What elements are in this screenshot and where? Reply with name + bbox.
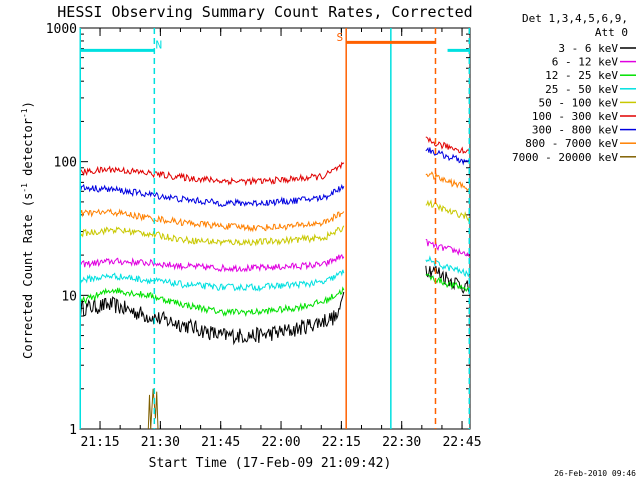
legend-entry-label: 25 - 50 keV xyxy=(545,83,618,96)
series-line xyxy=(80,253,345,273)
x-tick-label: 21:30 xyxy=(141,435,180,450)
plot-frame xyxy=(79,27,471,430)
series-line xyxy=(425,136,470,155)
series-line xyxy=(425,273,470,292)
series-line xyxy=(80,291,345,346)
y-tick-label: 1000 xyxy=(46,22,77,37)
legend-entry-label: 100 - 300 keV xyxy=(532,110,618,123)
series-line xyxy=(425,255,470,278)
chart-title: HESSI Observing Summary Count Rates, Cor… xyxy=(57,3,472,21)
series-6-12-keV xyxy=(80,238,470,273)
series-100-300-keV xyxy=(80,136,470,187)
series-line xyxy=(80,183,345,208)
plot-area: 1 10 100 1000 21:15 21:30 21:45 22:00 22:15 22:30… xyxy=(46,22,482,450)
x-tick-label: 22:15 xyxy=(322,435,361,450)
y-tick-label: 100 xyxy=(54,156,77,171)
series-line xyxy=(80,225,345,247)
legend-entry-label: 12 - 25 keV xyxy=(545,69,618,82)
x-tick-label: 21:45 xyxy=(201,435,240,450)
legend-entry-label: 6 - 12 keV xyxy=(552,56,619,69)
x-tick-label: 22:00 xyxy=(261,435,300,450)
legend-header-line-1: Det 1,3,4,5,6,9, xyxy=(522,12,628,25)
legend-entry-label: 800 - 7000 keV xyxy=(525,137,618,150)
series-25-50-keV xyxy=(80,255,470,292)
series-line xyxy=(80,208,345,233)
y-tick-label: 1 xyxy=(69,423,77,438)
x-tick-label: 22:45 xyxy=(442,435,481,450)
series-line xyxy=(147,388,159,430)
x-axis-label: Start Time (17-Feb-09 21:09:42) xyxy=(149,456,392,471)
annotation-label: S xyxy=(337,31,344,44)
series-line xyxy=(425,171,470,192)
series-3-6-keV xyxy=(80,265,470,346)
x-tick-label: 21:15 xyxy=(80,435,119,450)
series-line xyxy=(425,199,470,222)
series-800-7000-keV xyxy=(80,171,470,233)
series-line xyxy=(425,265,470,294)
series-line xyxy=(425,238,470,258)
series-12-25-keV xyxy=(80,273,470,317)
series-7000-20000-keV xyxy=(147,388,159,430)
legend-entry-label: 50 - 100 keV xyxy=(539,96,619,109)
y-axis-label: Corrected Count Rate (s-1 detector-1) xyxy=(20,101,35,359)
series-line xyxy=(425,147,470,166)
legend-header-line-2: Att 0 xyxy=(595,26,628,39)
legend-entry-label: 300 - 800 keV xyxy=(532,124,618,137)
series-50-100-keV xyxy=(80,199,470,247)
y-tick-label: 10 xyxy=(61,289,77,304)
annotation-label: N xyxy=(156,39,163,52)
legend-entry-label: 7000 - 20000 keV xyxy=(512,151,618,164)
footer-timestamp: 26-Feb-2010 09:46 xyxy=(554,469,636,478)
legend-entry-label: 3 - 6 keV xyxy=(558,42,618,55)
series-300-800-keV xyxy=(80,147,470,208)
x-tick-label: 22:30 xyxy=(382,435,421,450)
series-line xyxy=(80,269,345,292)
series-line xyxy=(80,161,345,187)
series-line xyxy=(80,286,345,317)
